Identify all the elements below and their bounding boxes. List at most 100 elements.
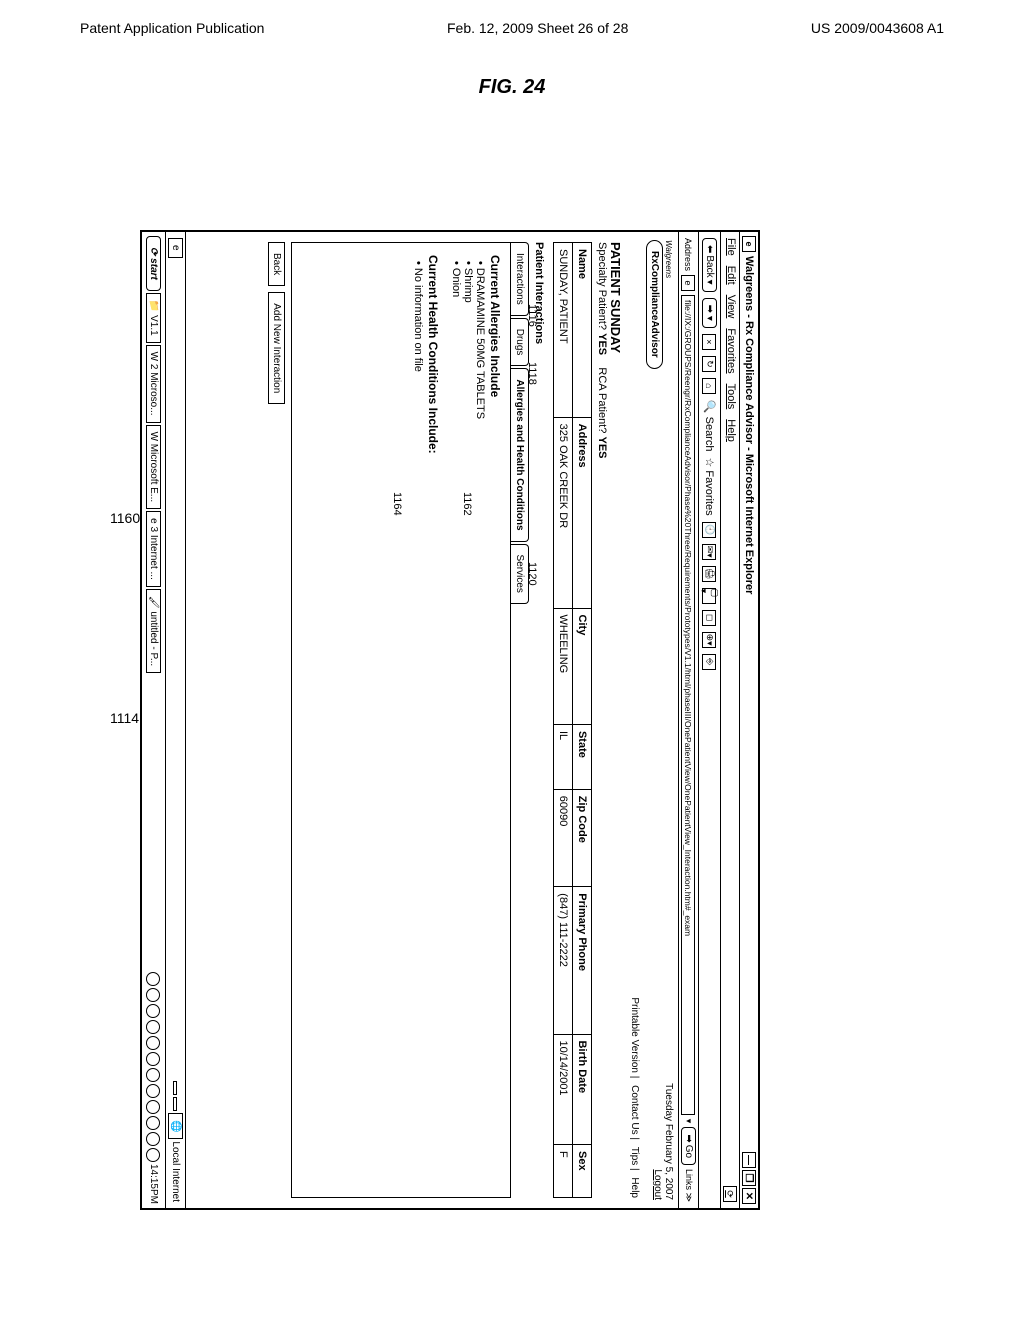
pub-right: US 2009/0043608 A1 <box>811 20 944 36</box>
research-icon[interactable]: ⎆ <box>703 654 717 670</box>
utility-links: Printable Version | Contact Us | Tips | … <box>627 232 642 1208</box>
printable-link[interactable]: Printable Version <box>629 997 640 1073</box>
col-address: Address <box>573 417 592 608</box>
task-item[interactable]: 🖌 untitled - P... <box>146 589 161 673</box>
cell-address: 325 OAK CREEK DR <box>554 417 573 608</box>
app-icon: e <box>742 236 756 252</box>
table-row: SUNDAY, PATIENT 325 OAK CREEK DR WHEELIN… <box>554 243 573 1198</box>
app-tab: RxComplianceAdvisor <box>646 240 663 369</box>
menu-favorites[interactable]: Favorites <box>723 328 737 373</box>
stop-icon[interactable]: × <box>703 334 717 350</box>
refresh-icon[interactable]: ↻ <box>703 356 717 372</box>
list-item: No information on file <box>412 261 424 1185</box>
conditions-list: No information on file <box>412 255 424 1185</box>
help-link[interactable]: Help <box>629 1177 640 1198</box>
maximize-button[interactable]: ❐ <box>742 1170 756 1186</box>
back-page-button[interactable]: Back <box>268 242 285 286</box>
callout-1160: 1160 <box>110 510 140 526</box>
address-label: Address <box>684 238 694 271</box>
tray-icon[interactable] <box>147 1132 161 1146</box>
discuss-icon[interactable]: ◻ <box>703 610 717 626</box>
favorites-button[interactable]: ☆ Favorites <box>703 457 716 515</box>
tray-icon[interactable] <box>147 1148 161 1162</box>
mail-icon[interactable]: ✉▾ <box>703 544 717 560</box>
ie-window: e Walgreens - Rx Compliance Advisor - Mi… <box>140 230 760 1210</box>
menu-edit[interactable]: Edit <box>723 266 737 285</box>
address-dropdown[interactable]: ▾ <box>683 1119 694 1124</box>
menu-help[interactable]: Help <box>723 419 737 442</box>
status-pane <box>174 1081 178 1095</box>
tray-icon[interactable] <box>147 1004 161 1018</box>
figure-label: FIG. 24 <box>0 76 1024 99</box>
patient-title: PATIENT SUNDAY <box>608 242 623 1198</box>
specialty-a: YES <box>596 333 608 355</box>
print-icon[interactable]: 🖨 <box>703 566 717 582</box>
callout-1120: 1120 <box>526 562 538 586</box>
col-birth: Birth Date <box>573 1034 592 1145</box>
menu-tools[interactable]: Tools <box>723 384 737 410</box>
go-button[interactable]: ➡ Go <box>681 1127 696 1165</box>
menu-view[interactable]: View <box>723 295 737 319</box>
tray-icon[interactable] <box>147 972 161 986</box>
add-interaction-button[interactable]: Add New Interaction <box>268 292 285 404</box>
list-item: DRAMAMINE 50MG TABLETS <box>474 261 486 1185</box>
tray-icon[interactable] <box>147 1052 161 1066</box>
callout-1162: 1162 <box>461 492 473 516</box>
cell-name: SUNDAY, PATIENT <box>554 243 573 418</box>
task-item[interactable]: e 3 Internet ... <box>146 511 161 587</box>
col-zip: Zip Code <box>573 789 592 887</box>
tab-content: Current Allergies Include DRAMAMINE 50MG… <box>291 242 511 1198</box>
callout-1164: 1164 <box>391 492 403 516</box>
task-item[interactable]: W Microsoft E... <box>146 425 161 510</box>
current-date: Tuesday February 5, 2007 <box>663 1083 674 1200</box>
close-button[interactable]: ✕ <box>742 1188 756 1204</box>
status-pane <box>174 1097 178 1111</box>
tray-icon[interactable] <box>147 1068 161 1082</box>
addressbar: Address e file://IX:/GROUPS/Reengr/RxCom… <box>678 232 698 1208</box>
cell-zip: 60090 <box>554 789 573 887</box>
start-button[interactable]: ⟳ start <box>146 236 161 291</box>
messenger-icon[interactable]: ⊕▾ <box>703 632 717 648</box>
tray-icon[interactable] <box>147 988 161 1002</box>
allergies-title: Current Allergies Include <box>488 255 502 1185</box>
home-icon[interactable]: ⌂ <box>703 378 717 394</box>
tray-icon[interactable] <box>147 1116 161 1130</box>
menu-file[interactable]: File <box>723 238 737 256</box>
task-item[interactable]: 📁 V1.1 <box>146 293 161 343</box>
back-button[interactable]: ⬅ Back ▾ <box>702 238 717 292</box>
system-tray: 14:15PM <box>147 972 161 1204</box>
col-state: State <box>573 724 592 789</box>
page-header: Patent Application Publication Feb. 12, … <box>0 0 1024 46</box>
minimize-button[interactable]: — <box>742 1152 756 1168</box>
contact-link[interactable]: Contact Us <box>629 1085 640 1134</box>
cell-birth: 10/14/2001 <box>554 1034 573 1145</box>
address-field[interactable]: file://IX:/GROUPS/Reengr/RxComplianceAdv… <box>682 295 696 1115</box>
ie-throbber-icon: ⟳ <box>723 1186 737 1202</box>
col-name: Name <box>573 243 592 418</box>
titlebar: e Walgreens - Rx Compliance Advisor - Mi… <box>739 232 758 1208</box>
history-icon[interactable]: 🕘 <box>703 522 717 538</box>
list-item: Onion <box>450 261 462 1185</box>
logout-link[interactable]: Logout <box>652 1169 663 1200</box>
edit-icon[interactable]: ▢ ▾ <box>703 588 717 604</box>
cell-sex: F <box>554 1145 573 1198</box>
tray-icon[interactable] <box>147 1020 161 1034</box>
links-label[interactable]: Links ≫ <box>683 1169 694 1202</box>
tips-link[interactable]: Tips <box>629 1147 640 1166</box>
tray-icon[interactable] <box>147 1100 161 1114</box>
toolbar: ⬅ Back ▾ ➡ ▾ × ↻ ⌂ 🔍 Search ☆ Favorites … <box>698 232 720 1208</box>
rca-a: YES <box>596 436 608 458</box>
task-item[interactable]: W 2 Microso... <box>146 345 161 423</box>
app-header: Walgreens RxComplianceAdvisor Tuesday Fe… <box>642 232 678 1208</box>
forward-button[interactable]: ➡ ▾ <box>702 298 717 328</box>
search-button[interactable]: 🔍 Search <box>703 400 716 452</box>
rca-q: RCA Patient? <box>596 367 608 433</box>
tab-allergies[interactable]: Allergies and Health Conditions <box>511 368 529 541</box>
tray-icon[interactable] <box>147 1036 161 1050</box>
list-item: Shrimp <box>462 261 474 1185</box>
allergies-list: DRAMAMINE 50MG TABLETS Shrimp Onion <box>450 255 486 1185</box>
tray-icon[interactable] <box>147 1084 161 1098</box>
cell-city: WHEELING <box>554 608 573 724</box>
col-city: City <box>573 608 592 724</box>
bottom-buttons: Back Add New Interaction <box>262 232 291 1208</box>
